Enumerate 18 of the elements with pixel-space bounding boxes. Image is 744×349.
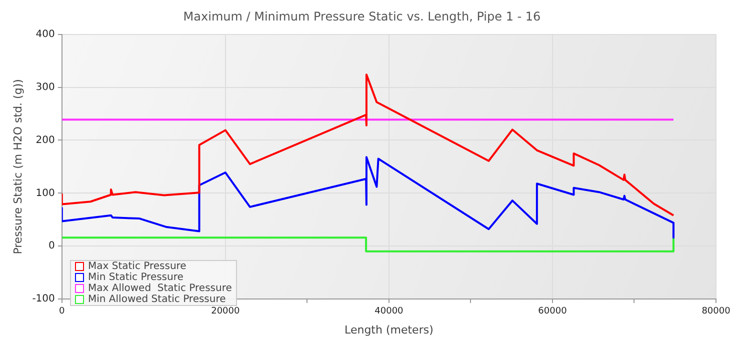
y-tick-label: -100 — [32, 294, 55, 305]
legend-label: Min Allowed Static Pressure — [88, 294, 226, 305]
y-tick-label: 100 — [36, 188, 55, 199]
legend-label: Max Allowed Static Pressure — [88, 283, 232, 294]
y-tick-label: 400 — [36, 28, 55, 40]
x-tick-label: 80000 — [702, 306, 731, 317]
y-tick-label: 300 — [36, 82, 55, 93]
chart-title: Maximum / Minimum Pressure Static vs. Length, Pipe 1 - 16 — [183, 9, 541, 24]
legend-label: Max Static Pressure — [88, 261, 186, 272]
x-tick-label: 40000 — [374, 306, 404, 317]
x-tick-label: 60000 — [538, 306, 568, 317]
y-axis-title: Pressure Static (m H2O std. (g)) — [11, 79, 24, 254]
x-tick-label: 20000 — [211, 306, 240, 317]
legend-label: Min Static Pressure — [88, 272, 184, 283]
x-tick-label: 0 — [59, 306, 66, 317]
x-axis-title: Length (meters) — [344, 323, 434, 336]
y-tick-label: 200 — [36, 134, 55, 146]
y-tick-label: 0 — [48, 240, 55, 252]
